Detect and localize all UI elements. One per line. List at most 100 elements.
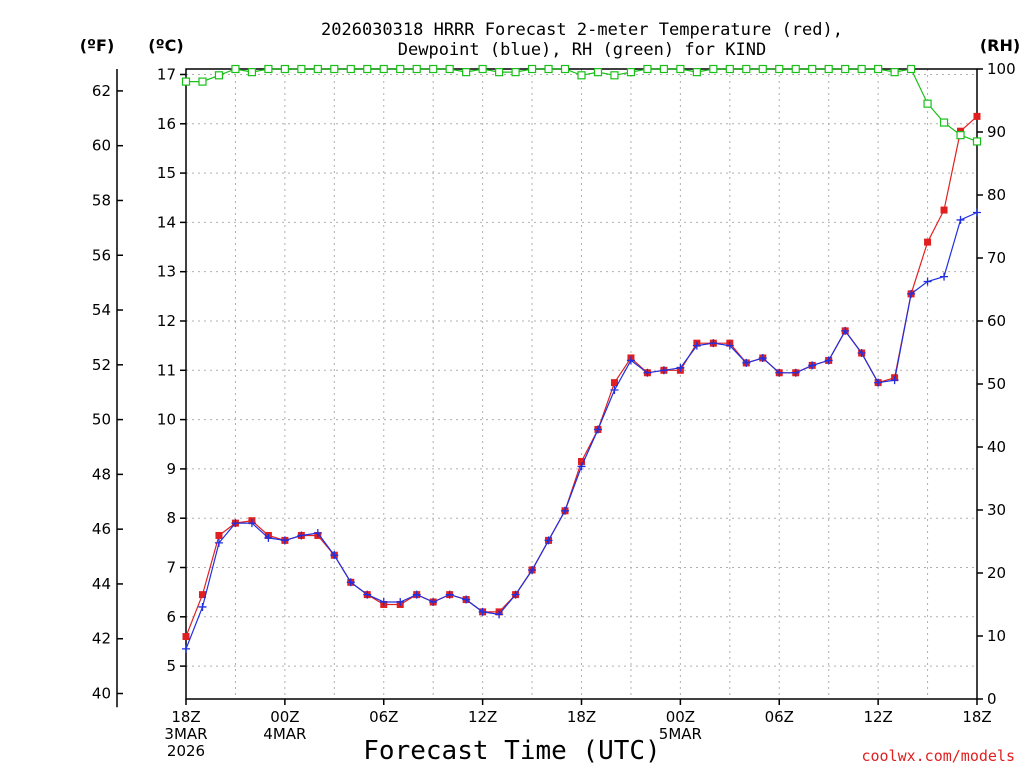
dewpoint-point bbox=[330, 551, 339, 560]
rh-tick-label: 30 bbox=[987, 501, 1006, 519]
rh-point bbox=[775, 64, 784, 74]
dewpoint-point bbox=[214, 538, 223, 547]
x-tick-label: 00Z bbox=[270, 708, 299, 726]
temperature-point bbox=[973, 112, 981, 120]
temperature-point bbox=[924, 238, 932, 246]
rh-point bbox=[247, 68, 257, 77]
dewpoint-point bbox=[528, 565, 537, 574]
fahrenheit-tick-label: 60 bbox=[92, 137, 111, 155]
rh-tick-label: 50 bbox=[987, 375, 1006, 393]
rh-tick-label: 10 bbox=[987, 627, 1006, 645]
rh-point bbox=[511, 68, 520, 77]
rh-point bbox=[495, 68, 504, 77]
axes bbox=[116, 68, 983, 708]
rh-point bbox=[939, 118, 949, 127]
x-axis-label: Forecast Time (UTC) bbox=[363, 736, 660, 766]
dewpoint-point bbox=[363, 590, 372, 599]
fahrenheit-tick-label: 46 bbox=[92, 520, 111, 538]
dewpoint-point bbox=[956, 215, 965, 224]
dewpoint-point bbox=[182, 644, 190, 653]
celsius-tick-label: 5 bbox=[166, 657, 176, 675]
rh-point bbox=[379, 64, 388, 74]
rh-point bbox=[544, 64, 553, 74]
dewpoint-point bbox=[791, 368, 800, 377]
rh-point bbox=[412, 64, 421, 74]
dewpoint-point bbox=[610, 386, 619, 395]
dewpoint-point bbox=[396, 598, 405, 607]
rh-point bbox=[363, 64, 372, 74]
dewpoint-point bbox=[775, 368, 784, 377]
dewpoint-point bbox=[297, 531, 306, 540]
rh-point bbox=[264, 64, 273, 74]
x-tick-label: 18Z bbox=[962, 708, 991, 726]
dewpoint-point bbox=[973, 208, 981, 217]
rh-point bbox=[824, 64, 833, 74]
rh-point bbox=[462, 68, 471, 77]
x-tick-label: 4MAR bbox=[263, 725, 306, 743]
temperature-point bbox=[182, 633, 190, 641]
dewpoint-point bbox=[841, 326, 850, 335]
celsius-tick-label: 12 bbox=[157, 312, 176, 330]
x-tick-label: 18Z bbox=[567, 708, 596, 726]
dewpoint-point bbox=[593, 425, 602, 434]
rh-point bbox=[791, 64, 800, 74]
dewpoint-point bbox=[907, 289, 916, 298]
dewpoint-point bbox=[824, 356, 833, 365]
x-tick-label: 12Z bbox=[863, 708, 892, 726]
celsius-tick-label: 13 bbox=[157, 263, 176, 281]
rh-tick-label: 0 bbox=[987, 690, 997, 708]
rh-point bbox=[346, 64, 355, 74]
rh-point bbox=[577, 71, 586, 80]
rh-tick-label: 100 bbox=[987, 60, 1016, 78]
rh-point bbox=[610, 71, 619, 80]
dewpoint-point bbox=[462, 595, 471, 604]
rh-point bbox=[297, 64, 306, 74]
dewpoint-point bbox=[874, 378, 883, 387]
temperature-point bbox=[940, 206, 948, 214]
dewpoint-point bbox=[725, 341, 734, 350]
celsius-tick-label: 17 bbox=[157, 65, 176, 83]
gridlines bbox=[186, 69, 977, 699]
rh-point bbox=[429, 64, 438, 74]
x-tick-label: 2026 bbox=[167, 742, 205, 760]
dewpoint-point bbox=[577, 462, 586, 471]
rh-point bbox=[742, 64, 751, 74]
dewpoint-point bbox=[445, 590, 454, 599]
temperature-point bbox=[198, 591, 206, 599]
dewpoint-point bbox=[544, 536, 553, 545]
rh-point bbox=[527, 64, 537, 74]
chart-title-line1: 2026030318 HRRR Forecast 2-meter Tempera… bbox=[321, 20, 843, 40]
chart-title-line2: Dewpoint (blue), RH (green) for KIND bbox=[398, 40, 766, 60]
x-tick-label: 3MAR bbox=[164, 725, 207, 743]
rh-point bbox=[626, 68, 636, 77]
x-tick-label: 12Z bbox=[468, 708, 497, 726]
fahrenheit-tick-label: 54 bbox=[92, 301, 111, 319]
celsius-tick-label: 8 bbox=[166, 509, 176, 527]
temperature-point bbox=[578, 458, 585, 466]
celsius-tick-label: 9 bbox=[166, 460, 176, 478]
rh-point bbox=[560, 64, 570, 74]
temperature-point bbox=[610, 379, 618, 387]
rh-tick-label: 90 bbox=[987, 123, 1006, 141]
x-tick-label: 00Z bbox=[666, 708, 695, 726]
rh-point bbox=[972, 137, 982, 146]
rh-point bbox=[758, 64, 767, 74]
dewpoint-point bbox=[478, 607, 487, 616]
dewpoint-point bbox=[198, 602, 207, 611]
rh-point bbox=[841, 64, 850, 74]
rh-point bbox=[280, 64, 289, 74]
rh-point bbox=[593, 68, 603, 77]
rh-point bbox=[181, 77, 191, 86]
dewpoint-point bbox=[742, 358, 751, 367]
rh-tick-label: 60 bbox=[987, 312, 1006, 330]
rh-point bbox=[231, 64, 240, 74]
dewpoint-point bbox=[429, 598, 438, 607]
rh-point bbox=[396, 64, 405, 74]
dewpoint-point bbox=[626, 356, 635, 365]
dewpoint-point bbox=[940, 272, 949, 281]
celsius-unit-label: (ºC) bbox=[148, 36, 183, 55]
dewpoint-point bbox=[659, 366, 668, 375]
rh-point bbox=[808, 64, 817, 74]
dewpoint-point bbox=[346, 578, 355, 587]
